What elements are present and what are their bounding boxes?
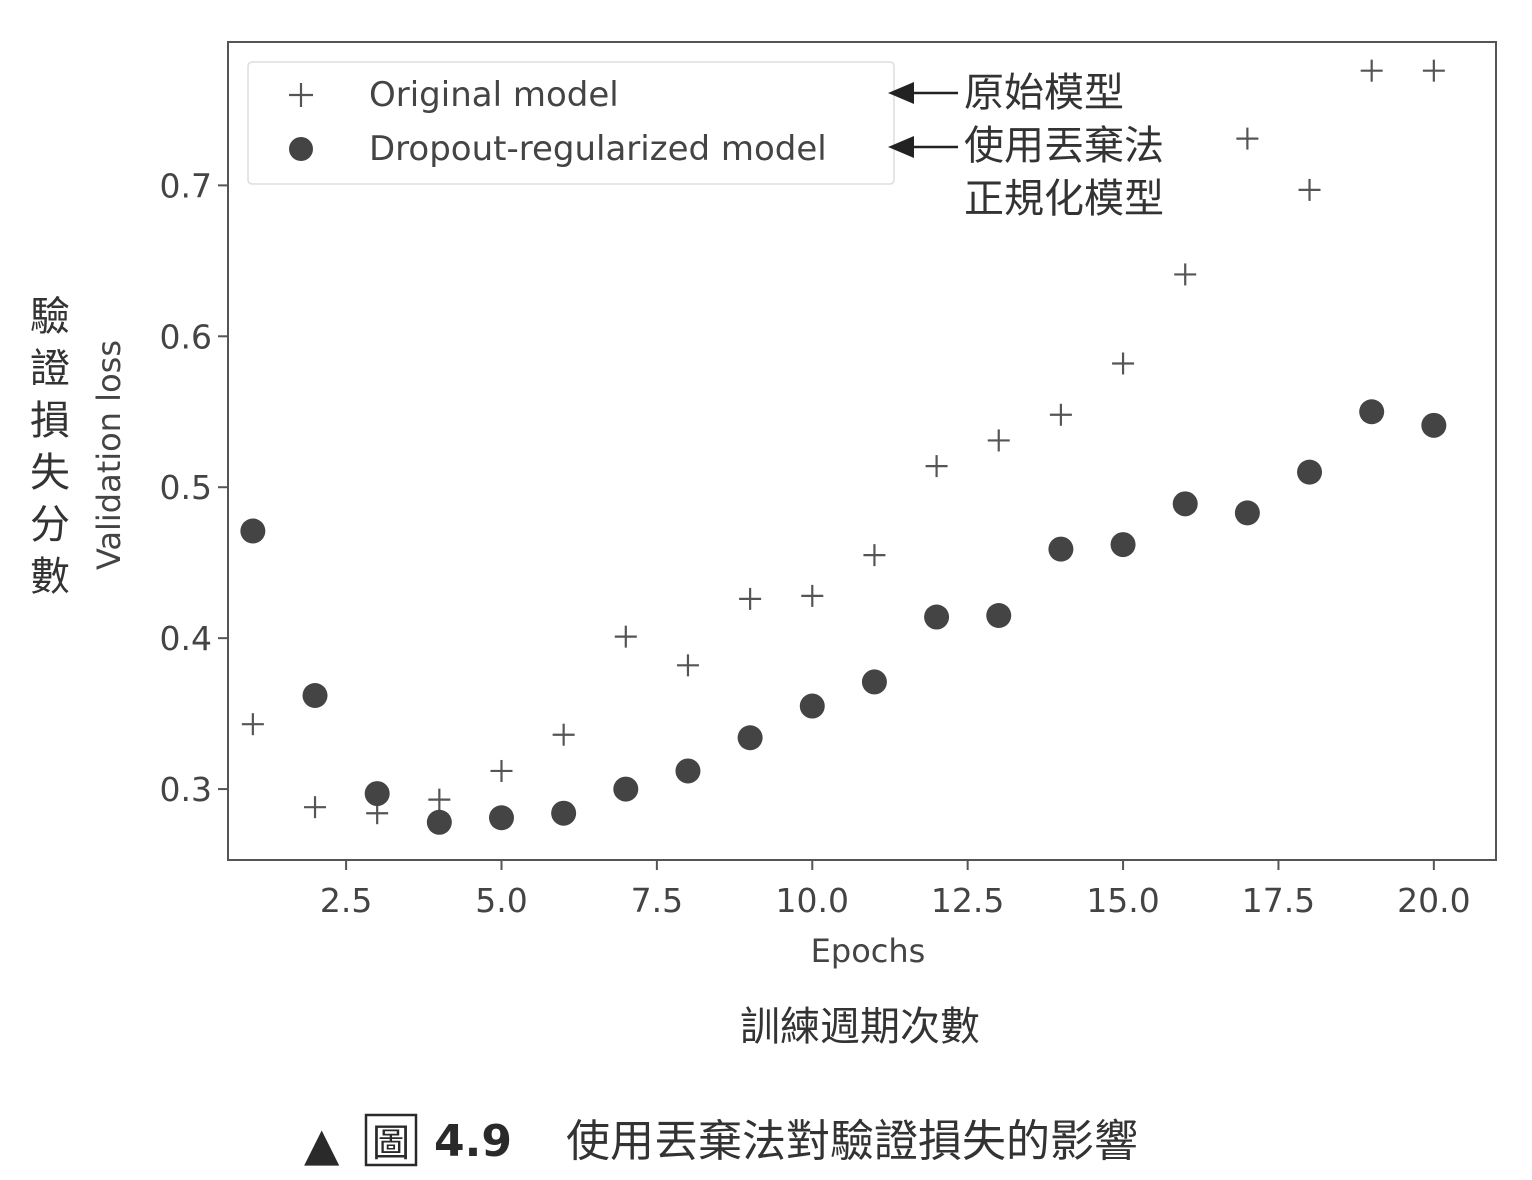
figure-caption: ▲ 圖 4.9 使用丟棄法對驗證損失的影響 — [304, 1113, 1138, 1171]
dropout-model-point — [737, 725, 763, 751]
y-tick-label: 0.5 — [160, 468, 212, 507]
original-model-point — [739, 587, 762, 610]
dropout-model-point — [364, 781, 390, 807]
dropout-model-point — [1421, 412, 1447, 438]
x-tick-label: 2.5 — [320, 881, 372, 920]
y-tick-label: 0.3 — [160, 770, 212, 809]
dropout-model-point — [426, 809, 452, 835]
legend-plus-marker — [289, 83, 313, 107]
x-tick-label: 17.5 — [1242, 881, 1315, 920]
original-model-point — [241, 713, 264, 736]
original-model-point — [1422, 59, 1445, 82]
x-tick-label: 10.0 — [776, 881, 849, 920]
y-tick-label: 0.6 — [160, 317, 212, 356]
y-axis-label: Validation loss — [90, 340, 128, 570]
original-model-point — [1236, 127, 1259, 150]
x-tick-label: 12.5 — [931, 881, 1004, 920]
original-model-point — [1298, 178, 1321, 201]
original-model-point — [490, 759, 513, 782]
caption-fig-box — [364, 1113, 418, 1167]
annotation-dropout-zh-line2: 正規化模型 — [964, 176, 1164, 222]
original-model-point — [1174, 263, 1197, 286]
original-model-point — [676, 654, 699, 677]
original-model-point — [552, 723, 575, 746]
legend: Original model Dropout-regularized model — [247, 61, 895, 185]
y-tick-label: 0.7 — [160, 166, 212, 205]
legend-circle-marker — [289, 137, 313, 161]
dropout-model-point — [613, 776, 639, 802]
y-tick-label: 0.4 — [160, 619, 212, 658]
caption-text: 使用丟棄法對驗證損失的影響 — [566, 1116, 1138, 1167]
original-model-point — [863, 544, 886, 567]
y-axis-label-zh-char: 數 — [30, 554, 70, 600]
y-axis-label-zh-char: 驗 — [30, 294, 70, 340]
x-tick-label: 7.5 — [631, 881, 683, 920]
annotation-original-zh: 原始模型 — [964, 70, 1124, 116]
x-tick-label: 20.0 — [1397, 881, 1470, 920]
original-model-point — [1112, 352, 1135, 375]
original-model-point — [428, 788, 451, 811]
y-axis-label-zh-char: 失 — [30, 450, 70, 496]
original-model-point — [987, 429, 1010, 452]
arrow-original — [888, 82, 958, 104]
y-axis-label-zh-char: 分 — [30, 502, 70, 548]
y-axis-label-zh-char: 損 — [30, 398, 70, 444]
legend-label-original: Original model — [369, 75, 619, 115]
caption-triangle-icon: ▲ — [304, 1117, 340, 1171]
plot-frame — [227, 41, 1497, 861]
x-tick-label: 15.0 — [1086, 881, 1159, 920]
dropout-model-point — [1048, 536, 1074, 562]
dropout-model-point — [551, 800, 577, 826]
caption-fig-word: 圖 — [372, 1121, 410, 1165]
caption-number: 4.9 — [434, 1116, 512, 1167]
dropout-model-point — [1172, 491, 1198, 517]
dropout-model-point — [1297, 459, 1323, 485]
x-tick-label: 5.0 — [475, 881, 527, 920]
dropout-model-point — [1359, 399, 1385, 425]
dropout-model-point — [861, 669, 887, 695]
x-axis-label: Epochs — [811, 932, 926, 970]
dropout-model-point — [1234, 500, 1260, 526]
y-axis-label-zh-char: 證 — [30, 346, 70, 392]
legend-box — [247, 61, 895, 185]
arrow-dropout — [888, 136, 958, 158]
annotation-dropout-zh-line1: 使用丟棄法 — [964, 123, 1164, 169]
dropout-model-point — [488, 805, 514, 831]
dropout-model-point — [1110, 532, 1136, 558]
dropout-model-point — [986, 603, 1012, 629]
x-axis-label-zh: 訓練週期次數 — [740, 1004, 980, 1050]
y-axis-ticks: 0.3 0.4 0.5 0.6 0.7 — [160, 166, 228, 809]
x-axis-ticks: 2.5 5.0 7.5 10.0 12.5 15.0 17.5 20.0 — [320, 860, 1471, 920]
dropout-model-point — [675, 758, 701, 784]
original-model-point — [801, 584, 824, 607]
dropout-model-point — [240, 518, 266, 544]
dropout-model-point — [924, 604, 950, 630]
original-model-point — [304, 796, 327, 819]
original-model-point — [1360, 59, 1383, 82]
original-model-point — [925, 455, 948, 478]
original-model-point — [1049, 403, 1072, 426]
dropout-model-point — [799, 693, 825, 719]
dropout-model-point — [302, 682, 328, 708]
original-model-point — [614, 625, 637, 648]
data-points — [240, 59, 1447, 835]
legend-label-dropout: Dropout-regularized model — [369, 129, 827, 169]
